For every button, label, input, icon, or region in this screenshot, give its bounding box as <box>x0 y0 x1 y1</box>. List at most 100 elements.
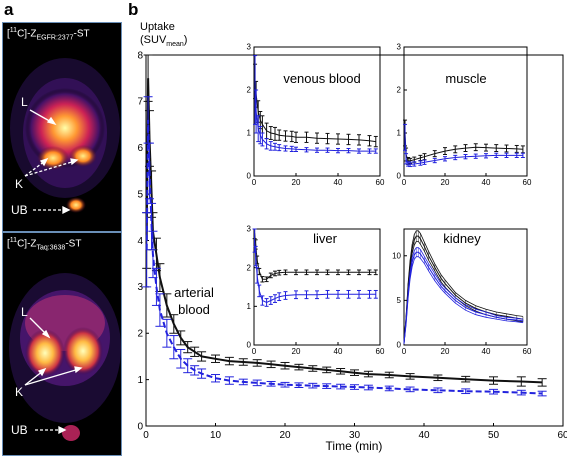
y-tick-label: 5 <box>137 189 143 200</box>
y-tick-label: 1 <box>397 129 402 138</box>
y-axis-label-line1: Uptake <box>140 21 175 33</box>
x-tick-label: 30 <box>349 430 361 441</box>
y-tick-label: 2 <box>247 263 252 272</box>
label-kidney: K <box>15 177 24 191</box>
x-tick-label: 60 <box>376 347 385 356</box>
tracer-label-egfr: [11C]-ZEGFR:2377-ST <box>7 27 90 41</box>
panel-a: a [11C]-ZEGFR:2377-ST L K UB <box>0 0 125 460</box>
x-tick-label: 40 <box>482 178 491 187</box>
x-tick-label: 0 <box>143 430 149 441</box>
x-tick-label: 60 <box>523 178 532 187</box>
x-tick-label: 60 <box>557 430 567 441</box>
pet-egfr-arrows <box>24 109 79 215</box>
panel-b-letter: b <box>128 0 139 19</box>
x-tick-label: 40 <box>482 347 491 356</box>
series-line-taq <box>145 119 543 395</box>
pet-taq-arrows <box>24 317 83 435</box>
series-line-egfr <box>145 78 543 384</box>
y-tick-label: 3 <box>397 43 402 52</box>
tracer-isotope: 11 <box>9 27 18 34</box>
x-tick-label: 10 <box>210 430 222 441</box>
y-tick-label: 1 <box>247 129 252 138</box>
x-tick-label: 60 <box>523 347 532 356</box>
tracer-prefix: [ <box>7 28 10 40</box>
x-tick-label: 20 <box>292 347 301 356</box>
series-upper-band <box>403 230 523 343</box>
x-tick-label: 40 <box>418 430 430 441</box>
tracer-prefix: [ <box>7 238 10 250</box>
y-tick-label: 5 <box>397 296 402 305</box>
x-tick-label: 0 <box>402 347 407 356</box>
y-tick-label: 8 <box>137 50 143 61</box>
y-tick-label: 0 <box>137 421 143 432</box>
panel-a-letter: a <box>4 0 14 19</box>
inset-title: liver <box>313 231 338 246</box>
x-tick-label: 60 <box>376 178 385 187</box>
plot-frame <box>403 46 528 177</box>
pet-taq-graphic <box>9 273 121 441</box>
tracer-subscript: EGFR:2377 <box>36 34 74 42</box>
x-tick-label: 0 <box>252 178 257 187</box>
tracer-subscript: Taq:3638 <box>36 244 66 252</box>
y-tick-label: 2 <box>137 329 143 340</box>
x-tick-label: 0 <box>402 178 407 187</box>
inset-title: kidney <box>443 231 481 246</box>
tracer-isotope: 11 <box>9 237 18 244</box>
inset-plot-muscle: 0 20 40 60 0 1 2 3 muscle <box>397 43 532 187</box>
x-tick-label: 40 <box>334 178 343 187</box>
inset-title: muscle <box>445 71 486 86</box>
y-tick-label: 6 <box>137 143 143 154</box>
y-tick-label: 7 <box>137 97 143 108</box>
tracer-suffix: -ST <box>73 28 90 40</box>
y-axis-label-sub: mean <box>166 41 184 49</box>
y-axis-label-line2-text: (SUV <box>140 34 167 46</box>
tracer-suffix: -ST <box>65 238 82 250</box>
series-upper-band <box>403 247 523 343</box>
tracer-mid: C]-Z <box>17 238 37 250</box>
y-tick-label: 2 <box>247 86 252 95</box>
y-axis-label-line2: (SUVmean) <box>140 34 187 51</box>
series-line-taq <box>254 89 376 152</box>
x-tick-label: 20 <box>279 430 291 441</box>
arterial-blood-annotation-line2: blood <box>178 302 210 317</box>
x-tick-label: 20 <box>292 178 301 187</box>
series-line-taq <box>403 251 523 344</box>
plot-frame <box>403 228 528 346</box>
pet-image-taq: [11C]-ZTaq:3638-ST L K UB <box>2 232 122 456</box>
label-bladder: UB <box>11 203 28 217</box>
inset-plot-liver: 0 20 40 60 0 1 2 3 liver <box>247 225 385 356</box>
series-lower-band <box>403 256 523 345</box>
plot-frame <box>253 228 381 346</box>
arterial-blood-annotation-line1: arterial <box>174 285 214 300</box>
label-bladder: UB <box>11 423 28 437</box>
x-tick-label: 40 <box>334 347 343 356</box>
label-liver: L <box>21 305 28 319</box>
inset-title: venous blood <box>283 71 360 86</box>
y-tick-label: 0 <box>397 341 402 350</box>
y-tick-label: 1 <box>247 302 252 311</box>
plot-frame <box>253 46 381 177</box>
inset-plot-kidney: 0 20 40 60 0 5 10 kidney <box>392 228 532 356</box>
y-axis-label: Uptake (SUVmean) <box>140 21 187 51</box>
y-axis-label-close: ) <box>183 34 188 46</box>
x-tick-label: 50 <box>488 430 500 441</box>
series-line-egfr <box>403 235 523 344</box>
x-tick-label: 0 <box>252 347 257 356</box>
series-line-taq <box>254 240 376 304</box>
inset-plot-venous-blood: 0 20 40 60 0 1 2 3 venous blood <box>247 43 385 187</box>
y-tick-label: 3 <box>137 282 143 293</box>
y-tick-label: 3 <box>247 43 252 52</box>
y-tick-label: 3 <box>247 225 252 234</box>
x-tick-label: 20 <box>441 178 450 187</box>
x-tick-label: 20 <box>441 347 450 356</box>
y-tick-label: 1 <box>137 375 143 386</box>
y-tick-label: 0 <box>397 172 402 181</box>
x-axis-label: Time (min) <box>326 439 383 453</box>
tracer-mid: C]-Z <box>17 28 37 40</box>
y-tick-label: 0 <box>247 341 252 350</box>
y-tick-label: 2 <box>397 86 402 95</box>
label-liver: L <box>21 95 28 109</box>
y-tick-label: 10 <box>392 251 401 260</box>
